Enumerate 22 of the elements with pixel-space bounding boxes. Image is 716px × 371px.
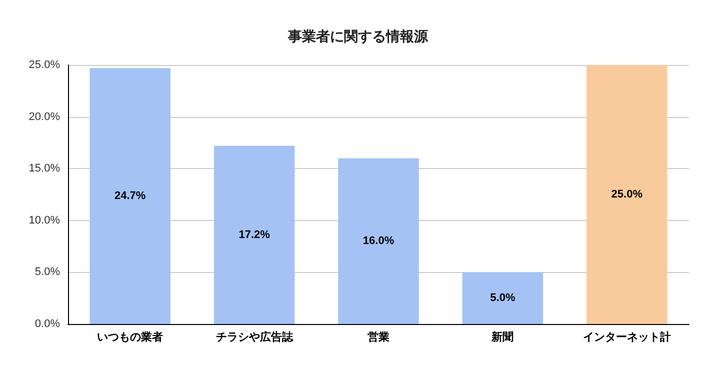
data-label: 25.0% bbox=[611, 188, 643, 200]
bar bbox=[90, 68, 170, 324]
x-tick-label: 営業 bbox=[368, 330, 390, 344]
y-tick-label: 10.0% bbox=[28, 214, 60, 226]
x-tick-label: 新聞 bbox=[490, 330, 514, 344]
y-tick-label: 0.0% bbox=[34, 318, 60, 330]
y-tick-label: 20.0% bbox=[28, 110, 60, 123]
bar bbox=[462, 272, 544, 324]
y-tick-label: 15.0% bbox=[28, 162, 60, 175]
data-label: 16.0% bbox=[362, 235, 394, 248]
y-tick-label: 25.0% bbox=[28, 59, 60, 71]
chart-title: 事業者に関する情報源 bbox=[287, 28, 429, 44]
x-tick-label: インターネット計 bbox=[582, 330, 671, 344]
y-tick-label: 5.0% bbox=[34, 266, 60, 278]
bar bbox=[214, 146, 295, 324]
x-tick-label: いつもの業者 bbox=[97, 330, 164, 344]
data-label: 5.0% bbox=[490, 292, 516, 304]
x-tick-label: チラシや広告誌 bbox=[216, 330, 294, 344]
bar bbox=[338, 158, 419, 324]
data-label: 24.7% bbox=[114, 190, 146, 202]
bar bbox=[586, 65, 668, 324]
data-label: 17.2% bbox=[238, 228, 270, 241]
